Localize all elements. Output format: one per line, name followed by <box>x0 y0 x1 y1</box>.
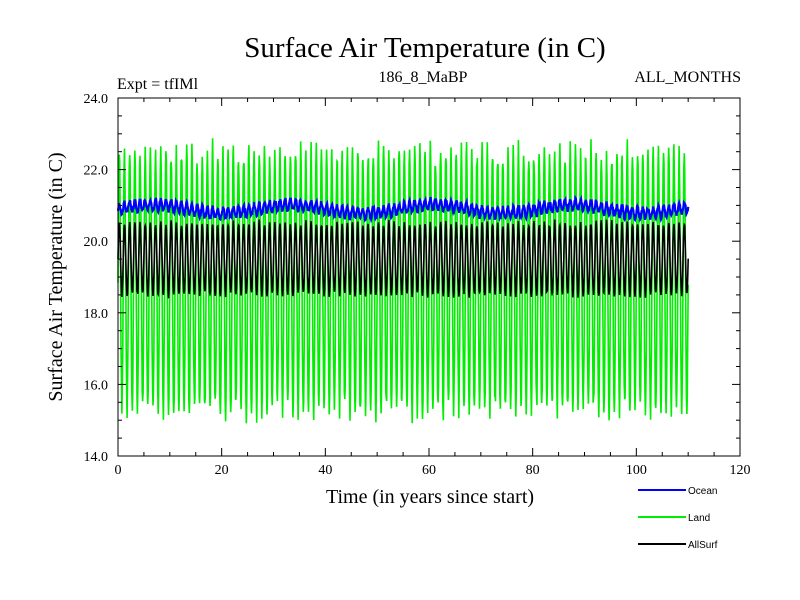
plot-series-group <box>116 138 690 424</box>
y-tick-label: 24.0 <box>84 92 109 107</box>
x-tick-label: 0 <box>115 463 122 478</box>
legend: Ocean Land AllSurf <box>638 486 718 551</box>
y-axis-label: Surface Air Temperature (in C) <box>45 152 67 401</box>
x-tick-label: 80 <box>526 463 540 478</box>
series-line-allsurf <box>117 219 689 299</box>
axis-ticks: 0 20 40 60 80 100 120 14.0 16.0 18.0 20.0 22.0 24.0 <box>84 92 751 478</box>
legend-label-allsurf: AllSurf <box>688 540 718 551</box>
y-tick-label: 20.0 <box>84 235 109 250</box>
y-tick-label: 14.0 <box>84 450 109 465</box>
subtitle-period: 186_8_MaBP <box>379 69 468 86</box>
x-tick-label: 60 <box>422 463 436 478</box>
x-tick-label: 20 <box>215 463 229 478</box>
x-tick-label: 40 <box>318 463 332 478</box>
y-tick-label: 22.0 <box>84 164 109 179</box>
y-tick-label: 16.0 <box>84 378 109 393</box>
y-tick-label: 18.0 <box>84 307 109 322</box>
subtitle-experiment: Expt = tfIMl <box>117 76 199 93</box>
series-line-ocean <box>116 194 690 224</box>
legend-label-land: Land <box>688 513 710 524</box>
x-tick-label: 100 <box>626 463 647 478</box>
legend-label-ocean: Ocean <box>688 486 717 497</box>
chart-title: Surface Air Temperature (in C) <box>244 32 605 64</box>
x-axis-label: Time (in years since start) <box>326 486 534 508</box>
x-tick-label: 120 <box>730 463 751 478</box>
subtitle-months: ALL_MONTHS <box>634 69 741 86</box>
